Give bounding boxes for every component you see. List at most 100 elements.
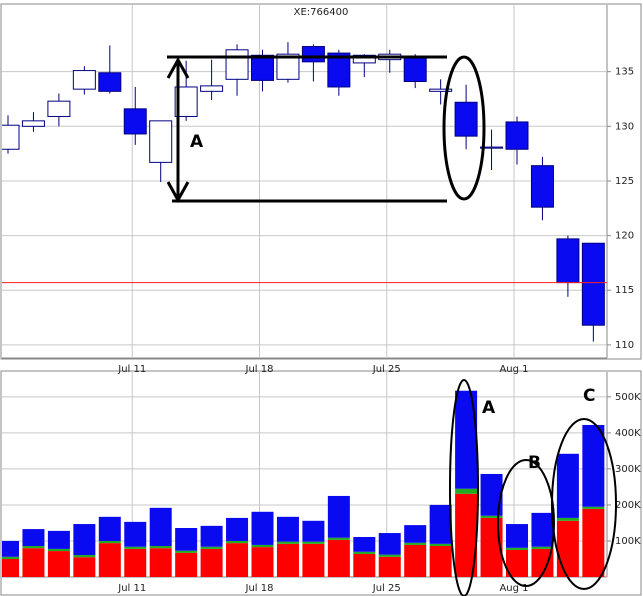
x-tick-label: Aug 1	[499, 583, 528, 594]
volume-bar	[531, 548, 554, 577]
volume-bar	[251, 547, 274, 577]
y-tick-label: 130	[615, 121, 634, 132]
volume-bar	[175, 528, 198, 551]
candle-body	[72, 70, 96, 90]
volume-bar	[480, 515, 503, 518]
y-tick-label: 400K	[615, 428, 641, 439]
volume-bar	[149, 546, 172, 549]
volume-bar	[353, 537, 376, 552]
annotation-label: A	[190, 132, 204, 152]
volume-bar	[226, 540, 249, 544]
volume-bar	[22, 546, 45, 549]
candle-body	[581, 242, 605, 326]
candle-body	[225, 49, 249, 80]
annotation-ellipse	[551, 418, 617, 590]
volume-bar	[531, 512, 554, 547]
volume-bar	[124, 548, 147, 577]
volume-bar	[429, 546, 452, 577]
candle-body	[251, 54, 274, 81]
x-tick-label: Aug 1	[499, 364, 528, 375]
volume-bar	[506, 547, 528, 550]
y-tick-label: 120	[615, 231, 634, 242]
candle-body	[276, 53, 300, 80]
volume-bar	[47, 551, 70, 577]
candle-body	[2, 124, 20, 150]
axes: Jul 11 Jul 18 Jul 25 Aug 1 110 115 120 125 130 13…	[117, 67, 641, 594]
volume-bar	[556, 520, 579, 577]
volume-bar	[175, 550, 198, 553]
y-tick-label: 500K	[615, 392, 641, 403]
volume-bar	[429, 504, 452, 544]
volume-bar	[327, 539, 350, 577]
volume-bar	[455, 390, 478, 489]
volume-bar	[47, 530, 70, 549]
volume-bar	[327, 537, 350, 540]
volume-bar	[480, 473, 503, 516]
candle-body	[352, 54, 376, 64]
volume-bar	[378, 554, 401, 557]
annotation-label: A	[482, 398, 496, 418]
volume-bar	[429, 543, 452, 547]
volume-bar	[2, 540, 19, 557]
x-tick-label: Jul 25	[372, 583, 401, 594]
candle-body	[429, 88, 453, 92]
volume-bar	[226, 543, 249, 577]
candle-body	[98, 72, 122, 92]
volume-plot	[2, 372, 607, 577]
volume-bar	[506, 524, 528, 548]
volume-bar	[149, 507, 172, 547]
price-plot	[2, 5, 607, 358]
x-tick-label: Jul 11	[117, 583, 146, 594]
volume-bar	[353, 553, 376, 577]
chart-title: XE:766400	[294, 7, 349, 18]
candle-body	[21, 120, 45, 127]
volume-bar	[226, 517, 249, 541]
annotation-ellipse	[449, 379, 479, 596]
x-tick-label: Jul 11	[117, 364, 146, 375]
volume-bar	[455, 488, 478, 494]
volume-bar	[200, 525, 223, 547]
candle-body	[530, 165, 554, 208]
volume-bar	[2, 556, 19, 559]
volume-bar	[455, 493, 478, 577]
candle-body	[149, 120, 173, 163]
candle-body	[403, 56, 427, 83]
volume-bar	[149, 548, 172, 577]
volume-bar	[531, 546, 554, 549]
volume-bar	[404, 544, 427, 577]
volume-bar	[480, 517, 503, 577]
candle-body	[174, 86, 198, 117]
candle-body	[556, 238, 580, 284]
candle-body	[505, 121, 529, 150]
volume-bar	[22, 529, 45, 547]
volume-bar	[276, 541, 299, 544]
volume-bar	[47, 548, 70, 552]
volume-bar	[353, 551, 376, 554]
x-tick-label: Jul 18	[245, 583, 274, 594]
volume-bar	[582, 508, 605, 577]
volume-bar	[175, 552, 198, 577]
candle-body	[200, 85, 224, 92]
annotation-label: B	[528, 453, 541, 473]
volume-bar	[556, 453, 579, 518]
volume-bar	[404, 525, 427, 543]
volume-bar	[582, 506, 605, 509]
y-tick-label: 110	[615, 340, 634, 351]
arrow-head	[166, 56, 190, 79]
candle-body	[47, 100, 71, 117]
y-tick-label: 200K	[615, 500, 641, 511]
volume-bar	[378, 556, 401, 577]
candle-body	[327, 52, 351, 88]
volume-bar	[582, 424, 605, 507]
y-tick-label: 100K	[615, 536, 641, 547]
volume-bar	[302, 520, 325, 542]
y-tick-label: 115	[615, 285, 634, 296]
volume-bar	[98, 540, 121, 544]
y-tick-label: 125	[615, 176, 634, 187]
annotation-label: C	[583, 386, 595, 406]
candle-body	[454, 101, 478, 137]
annotation-shapes	[166, 55, 617, 596]
volume-bar	[124, 546, 147, 549]
annotation-ellipse	[442, 55, 486, 201]
